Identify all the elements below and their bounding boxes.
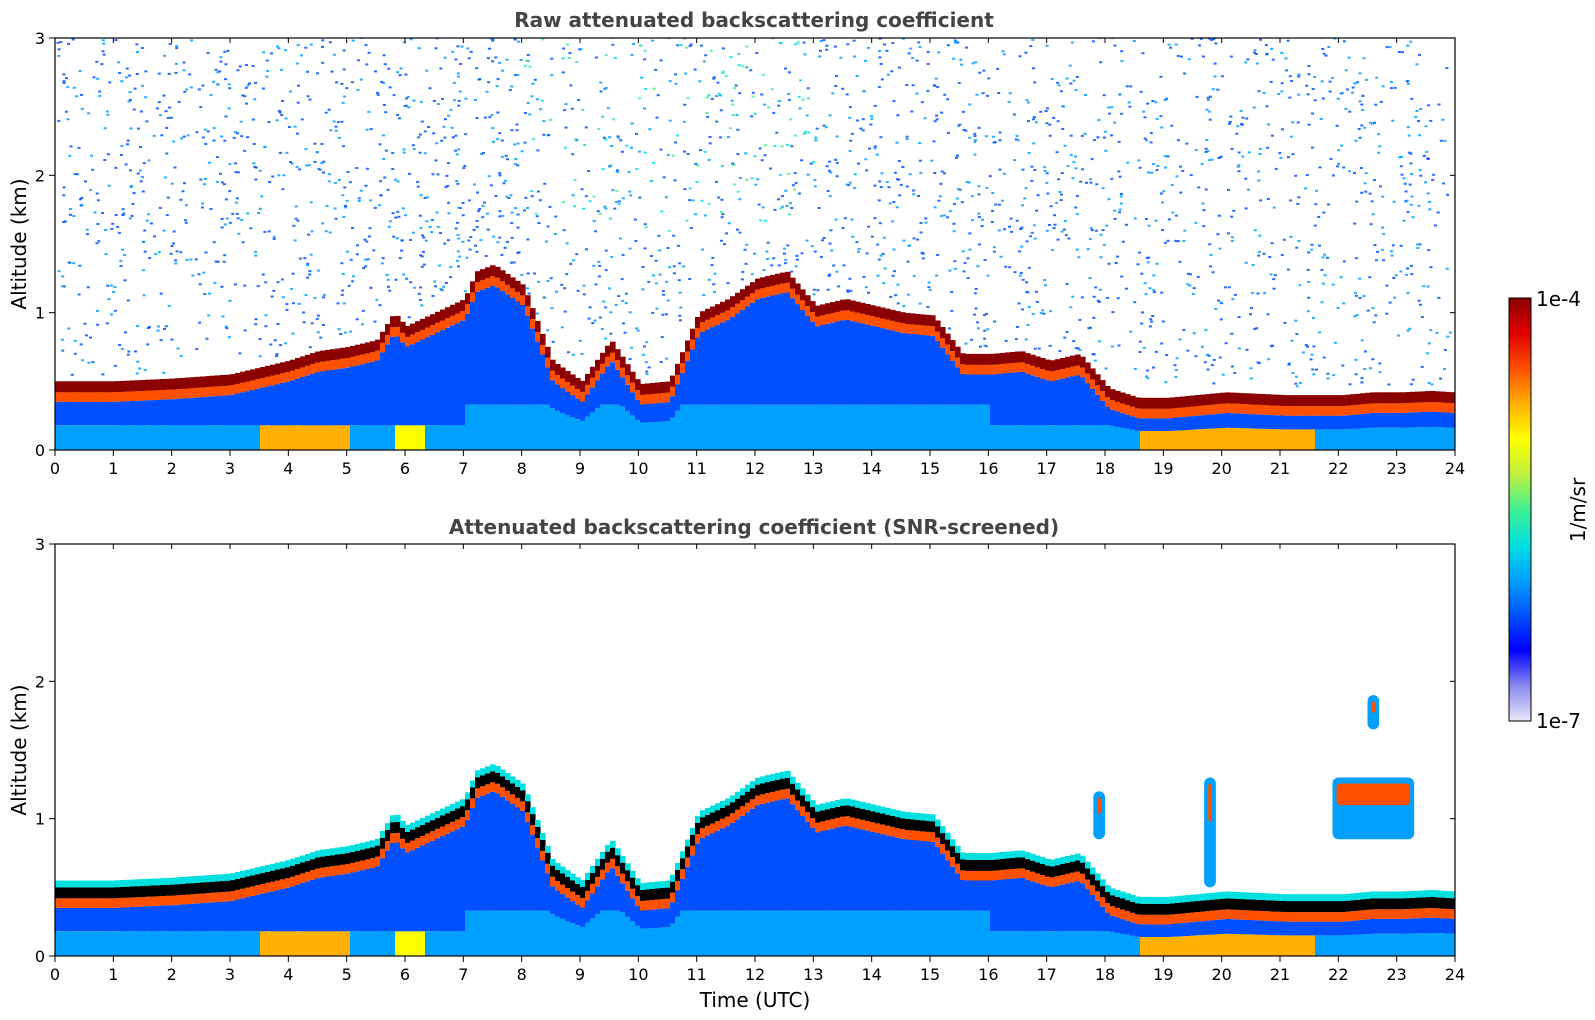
panel-1-axes: 0 1 2 3 4 5 6 7 8 9 10 11 12 13 14 15 16 17 18 19 20 21 22 23 24…: [35, 29, 1465, 478]
elevated-layer: [1367, 695, 1380, 730]
panel-2-axes: 0 1 2 3 4 5 6 7 8 9 10 11 12 13 14 15 16 17 18 19 20 21 22 23 24…: [35, 535, 1465, 984]
x-tick-label: 22: [1328, 459, 1348, 478]
x-tick-label: 4: [283, 459, 293, 478]
x-tick-label: 18: [1095, 965, 1115, 984]
x-axis-label: Time (UTC): [699, 988, 811, 1012]
raw-backscatter-heatmap: [55, 38, 1455, 450]
x-tick-label: 9: [575, 965, 585, 984]
panel-2-ylabel: Altitude (km): [7, 684, 31, 815]
y-tick-label: 2: [35, 672, 45, 691]
x-tick-label: 0: [50, 459, 60, 478]
x-tick-label: 23: [1386, 459, 1406, 478]
x-tick-label: 24: [1445, 459, 1465, 478]
snr-screened-panel: Attenuated backscattering coefficient (S…: [7, 515, 1465, 1012]
elevated-layer: [1204, 777, 1216, 888]
x-tick-label: 8: [517, 965, 527, 984]
x-tick-label: 14: [861, 459, 881, 478]
x-tick-label: 21: [1270, 459, 1290, 478]
x-tick-label: 1: [108, 965, 118, 984]
x-tick-label: 20: [1211, 965, 1231, 984]
x-tick-label: 13: [803, 965, 823, 984]
x-tick-label: 18: [1095, 459, 1115, 478]
x-tick-label: 4: [283, 965, 293, 984]
snr-screened-heatmap: [55, 695, 1455, 956]
colorbar-max-label: 1e-4: [1536, 287, 1581, 311]
x-tick-label: 7: [458, 965, 468, 984]
x-tick-label: 23: [1386, 965, 1406, 984]
y-tick-label: 0: [35, 441, 45, 460]
x-tick-label: 5: [342, 459, 352, 478]
x-tick-label: 9: [575, 459, 585, 478]
x-tick-label: 10: [628, 965, 648, 984]
x-tick-label: 7: [458, 459, 468, 478]
y-tick-label: 3: [35, 29, 45, 48]
x-tick-label: 16: [978, 965, 998, 984]
x-tick-label: 17: [1036, 965, 1056, 984]
x-tick-label: 0: [50, 965, 60, 984]
x-tick-label: 3: [225, 459, 235, 478]
x-tick-label: 1: [108, 459, 118, 478]
x-tick-label: 14: [861, 965, 881, 984]
x-tick-label: 22: [1328, 965, 1348, 984]
elevated-layer: [1093, 791, 1105, 840]
x-tick-label: 13: [803, 459, 823, 478]
x-tick-label: 19: [1153, 965, 1173, 984]
x-tick-label: 15: [920, 965, 940, 984]
x-tick-label: 17: [1036, 459, 1056, 478]
x-tick-label: 16: [978, 459, 998, 478]
x-tick-label: 2: [167, 459, 177, 478]
x-tick-label: 6: [400, 965, 410, 984]
x-tick-label: 11: [686, 965, 706, 984]
colorbar-gradient: [1508, 297, 1532, 722]
x-tick-label: 21: [1270, 965, 1290, 984]
y-tick-label: 1: [35, 304, 45, 323]
panel-1-ylabel: Altitude (km): [7, 178, 31, 309]
noise-speckle: [56, 38, 1452, 388]
x-tick-label: 3: [225, 965, 235, 984]
x-tick-label: 8: [517, 459, 527, 478]
x-tick-label: 19: [1153, 459, 1173, 478]
colorbar-min-label: 1e-7: [1536, 709, 1581, 733]
panel-1-title: Raw attenuated backscattering coefficien…: [514, 8, 994, 32]
colorbar: 1e-4 1e-7 1/m/sr: [1508, 287, 1590, 733]
x-tick-label: 15: [920, 459, 940, 478]
x-tick-label: 2: [167, 965, 177, 984]
y-tick-label: 1: [35, 810, 45, 829]
y-tick-label: 2: [35, 166, 45, 185]
x-tick-label: 12: [745, 459, 765, 478]
x-tick-label: 5: [342, 965, 352, 984]
y-tick-label: 0: [35, 947, 45, 966]
y-tick-label: 3: [35, 535, 45, 554]
x-tick-label: 24: [1445, 965, 1465, 984]
x-tick-label: 11: [686, 459, 706, 478]
x-tick-label: 10: [628, 459, 648, 478]
panel-2-title: Attenuated backscattering coefficient (S…: [449, 515, 1059, 539]
raw-backscatter-panel: Raw attenuated backscattering coefficien…: [7, 8, 1465, 478]
x-tick-label: 20: [1211, 459, 1231, 478]
x-tick-label: 12: [745, 965, 765, 984]
x-tick-label: 6: [400, 459, 410, 478]
elevated-layer: [1332, 777, 1415, 840]
colorbar-unit-label: 1/m/sr: [1566, 477, 1590, 542]
